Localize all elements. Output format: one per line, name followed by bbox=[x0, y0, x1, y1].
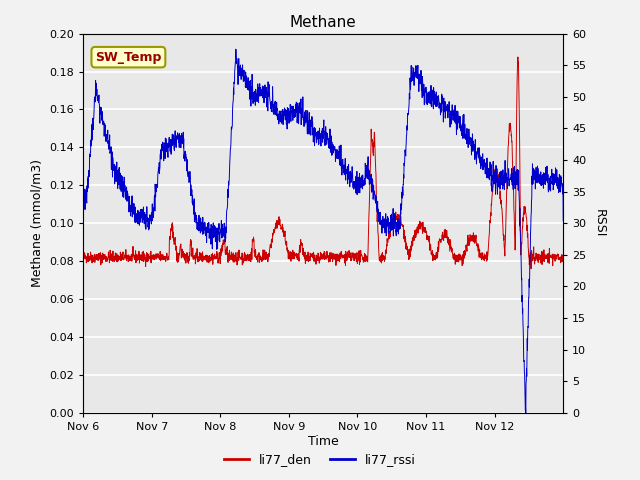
X-axis label: Time: Time bbox=[308, 434, 339, 448]
Y-axis label: RSSI: RSSI bbox=[593, 209, 606, 238]
Legend: li77_den, li77_rssi: li77_den, li77_rssi bbox=[219, 448, 421, 471]
Title: Methane: Methane bbox=[290, 15, 356, 30]
Y-axis label: Methane (mmol/m3): Methane (mmol/m3) bbox=[31, 159, 44, 287]
Text: SW_Temp: SW_Temp bbox=[95, 51, 161, 64]
